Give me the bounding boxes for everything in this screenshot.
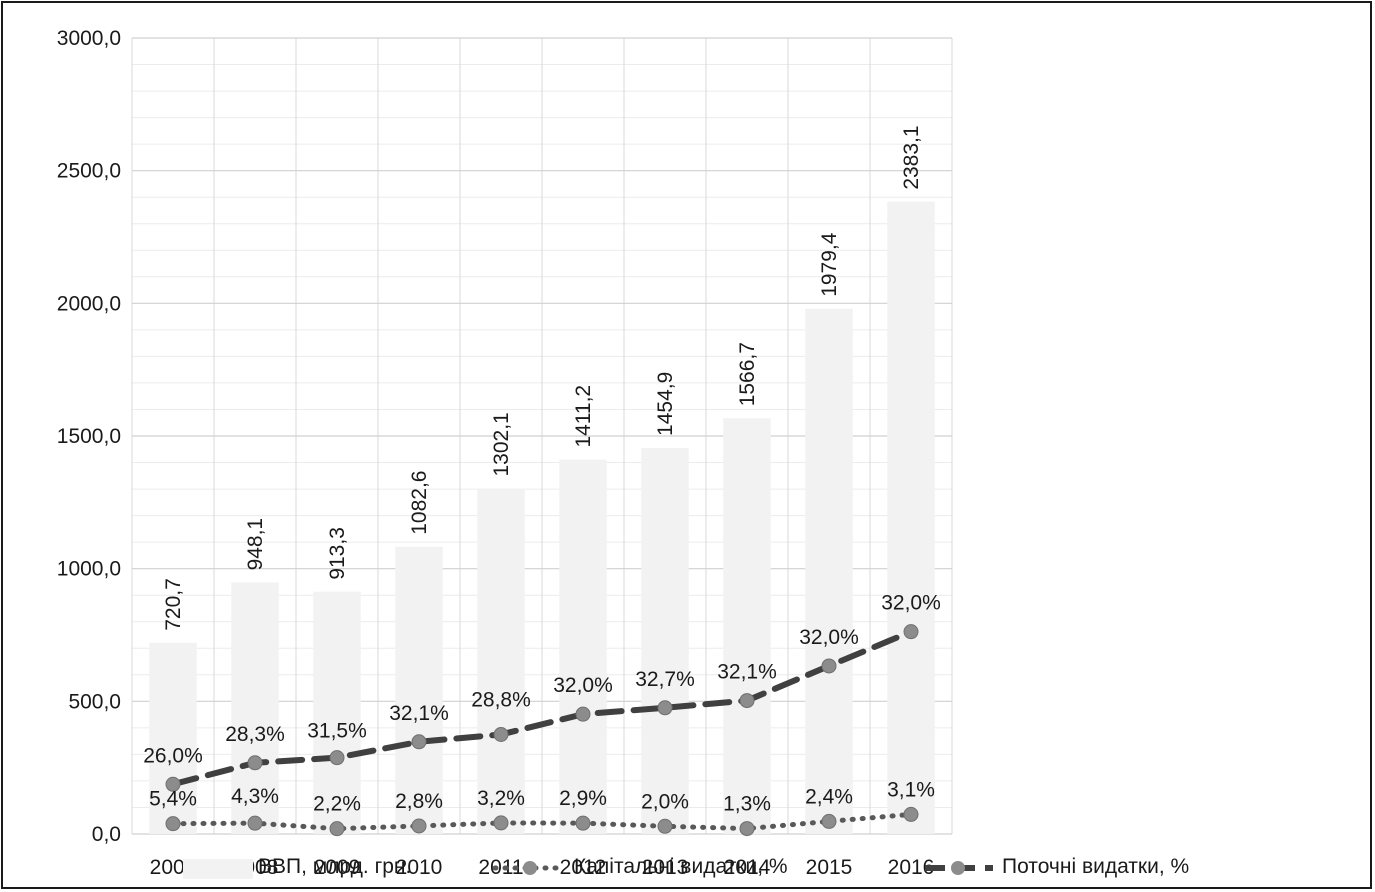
y-tick-label: 2000,0 [57, 292, 121, 315]
current-expenditure-label: 32,1% [389, 702, 449, 725]
x-tick-label: 2013 [642, 856, 689, 879]
current-expenditure-marker [247, 755, 263, 771]
bar [887, 201, 935, 834]
current-expenditure-marker [739, 693, 755, 709]
x-tick-label: 2014 [724, 856, 771, 879]
current-expenditure-label: 32,1% [717, 661, 777, 684]
y-tick-label: 500,0 [68, 690, 121, 713]
current-expenditure-marker [329, 750, 345, 766]
bar-value-label: 1454,9 [654, 372, 677, 436]
current-expenditure-label: 32,7% [635, 668, 695, 691]
line-value-labels: 5,4% 4,3% 2,2% 2,8% 3,2% 2,9% 2,0% 1,3% 2,4% 3,1%… [143, 592, 941, 816]
current-expenditure-marker [657, 700, 673, 716]
capital-expenditure-marker [165, 816, 181, 832]
capital-expenditure-marker [329, 821, 345, 837]
bar-value-label: 1302,1 [490, 412, 513, 476]
capital-expenditure-marker [821, 813, 837, 829]
bar [231, 582, 279, 834]
y-tick-label: 3000,0 [57, 27, 121, 50]
bar-value-label: 1411,2 [572, 385, 595, 448]
x-tick-label: 2015 [806, 856, 853, 879]
x-tick-label: 2010 [396, 856, 443, 879]
capital-expenditure-marker [739, 821, 755, 837]
current-expenditure-marker [411, 734, 427, 750]
capital-expenditure-label: 2,8% [395, 790, 443, 813]
capital-expenditure-label: 2,9% [559, 787, 607, 810]
x-tick-label: 2009 [314, 856, 361, 879]
legend-capital-marker [523, 861, 537, 875]
capital-expenditure-marker [903, 806, 919, 822]
bar [149, 642, 197, 834]
current-expenditure-marker [575, 706, 591, 722]
bar [641, 447, 689, 834]
capital-expenditure-label: 5,4% [149, 788, 197, 811]
capital-expenditure-marker [247, 815, 263, 831]
current-expenditure-label: 28,8% [471, 689, 531, 712]
capital-expenditure-marker [657, 818, 673, 834]
x-tick-label: 2012 [560, 856, 607, 879]
current-expenditure-label: 26,0% [143, 744, 203, 767]
legend-label-current: Поточні видатки, % [1002, 855, 1189, 878]
x-tick-label: 2016 [888, 856, 935, 879]
bar-value-label: 948,1 [244, 518, 267, 571]
capital-expenditure-label: 2,2% [313, 793, 361, 816]
x-tick-label: 2011 [478, 856, 523, 879]
y-tick-label: 1000,0 [57, 558, 121, 581]
legend-label-gdp: ВВП, млрд. грн. [258, 855, 411, 878]
bar [805, 308, 853, 834]
y-tick-label: 0,0 [92, 823, 121, 846]
capital-expenditure-marker [575, 815, 591, 831]
bar-value-label: 1082,6 [408, 471, 431, 535]
y-tick-label: 1500,0 [57, 425, 121, 448]
current-expenditure-marker [903, 624, 919, 640]
bar-value-label: 1566,7 [736, 342, 759, 406]
current-expenditure-marker [821, 658, 837, 674]
legend-bar-swatch [183, 859, 253, 879]
current-expenditure-marker [493, 727, 509, 742]
current-expenditure-line [170, 628, 914, 788]
current-expenditure-label: 32,0% [553, 674, 613, 697]
line-series [165, 624, 919, 837]
capital-expenditure-line [170, 811, 914, 832]
bar [395, 546, 443, 834]
legend-current-marker [951, 861, 965, 875]
y-tick-label: 2500,0 [57, 160, 121, 183]
legend: ВВП, млрд. грн. Капітальні видатки, % Пото… [183, 855, 1189, 879]
bar-value-labels: 720,7 948,1 913,3 1082,6 1302,1 1411,2 1454,9 1… [162, 125, 923, 630]
capital-expenditure-label: 3,2% [477, 787, 525, 810]
bar [477, 488, 525, 834]
capital-expenditure-label: 4,3% [231, 785, 279, 808]
current-expenditure-label: 32,0% [799, 626, 859, 649]
capital-expenditure-label: 2,4% [805, 785, 853, 808]
bar [313, 591, 361, 834]
capital-expenditure-marker [493, 815, 509, 831]
legend-label-capital: Капітальні видатки, % [574, 855, 788, 878]
bar [559, 459, 607, 834]
bar-value-label: 720,7 [162, 578, 185, 631]
bar-value-label: 2383,1 [900, 125, 923, 189]
capital-expenditure-label: 1,3% [723, 793, 771, 816]
capital-expenditure-marker [411, 818, 427, 834]
y-axis-tick-labels: 0,0 500,0 1000,0 1500,0 2000,0 2500,0 3000,0 [57, 27, 121, 846]
chart-svg: 720,7 948,1 913,3 1082,6 1302,1 1411,2 1454,9 1… [57, 27, 1189, 879]
current-expenditure-label: 32,0% [881, 592, 941, 615]
bar [723, 418, 771, 834]
current-expenditure-marker [165, 776, 181, 792]
bar-value-label: 1979,4 [818, 232, 841, 297]
current-expenditure-label: 28,3% [225, 723, 285, 746]
current-expenditure-label: 31,5% [307, 720, 367, 743]
capital-expenditure-label: 2,0% [641, 790, 689, 813]
bar-series [149, 201, 935, 834]
capital-expenditure-label: 3,1% [887, 778, 935, 801]
bar-value-label: 913,3 [326, 527, 349, 580]
